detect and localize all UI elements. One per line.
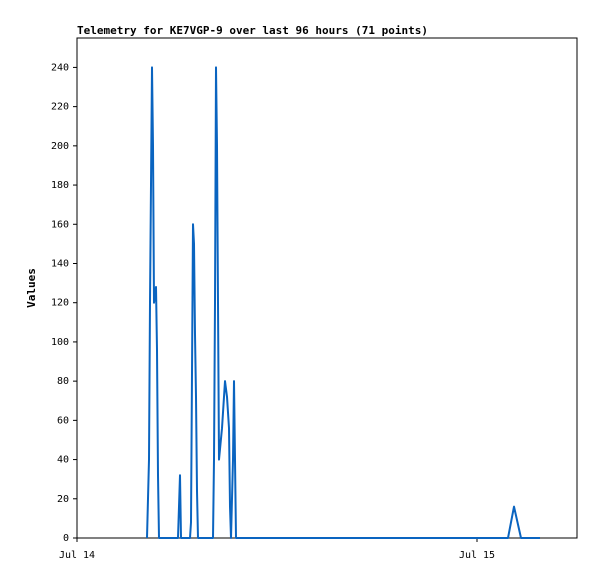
y-tick-label: 140 [51,258,69,269]
y-tick-label: 40 [57,455,69,466]
y-tick-label: 120 [51,298,69,309]
y-tick-label: 60 [57,415,69,426]
y-tick-label: 180 [51,180,69,191]
y-axis-label: Values [25,268,38,308]
y-tick-label: 100 [51,337,69,348]
x-tick-label: Jul 14 [59,550,95,561]
chart-title: Telemetry for KE7VGP-9 over last 96 hour… [77,24,428,37]
y-tick-label: 0 [63,533,69,544]
y-tick-label: 200 [51,141,69,152]
y-tick-label: 80 [57,376,69,387]
y-tick-label: 220 [51,102,69,113]
y-tick-label: 160 [51,219,69,230]
x-tick-label: Jul 15 [459,550,495,561]
series-line [146,66,540,539]
y-tick-label: 240 [51,62,69,73]
y-tick-label: 20 [57,494,69,505]
